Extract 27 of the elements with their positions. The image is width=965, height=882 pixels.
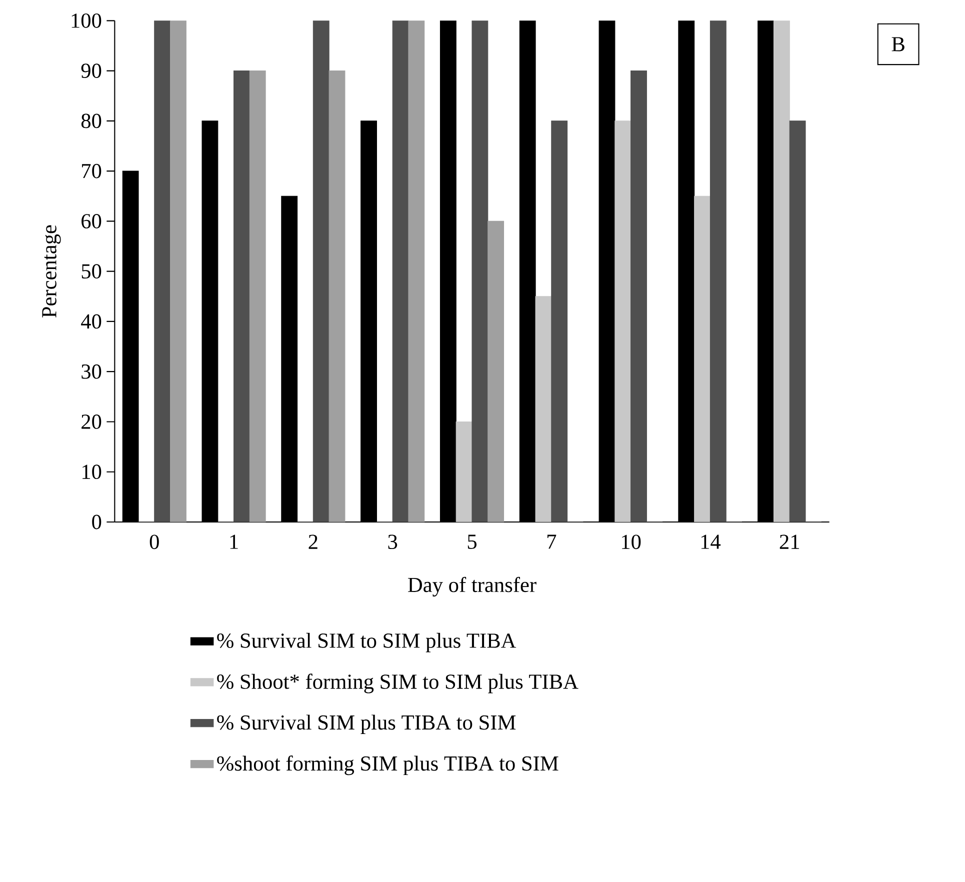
x-tick-label: 5 xyxy=(468,534,476,549)
legend-label: % Survival SIM plus TIBA to SIM xyxy=(217,714,516,734)
x-tick-label: 10 xyxy=(622,534,641,550)
y-tick-label: 60 xyxy=(82,214,102,228)
x-tick-label: 14 xyxy=(701,534,721,549)
y-tick-label: 80 xyxy=(81,114,102,128)
x-tick-label: 7 xyxy=(547,534,556,549)
y-tick-label: 90 xyxy=(81,64,102,78)
legend-label: % Survival SIM to SIM plus TIBA xyxy=(217,632,516,652)
x-tick-label: 0 xyxy=(150,534,159,550)
y-axis-title: Percentage xyxy=(42,225,61,318)
y-tick-label: 40 xyxy=(81,314,102,329)
y-tick-label: 100 xyxy=(72,13,102,28)
x-tick-label: 3 xyxy=(388,534,398,550)
x-axis-title: Day of transfer xyxy=(408,576,536,597)
y-tick-label: 30 xyxy=(82,364,102,379)
y-tick-label: 50 xyxy=(82,264,102,279)
y-tick-label: 20 xyxy=(82,414,102,429)
y-tick-label: 10 xyxy=(82,464,102,480)
text: B xyxy=(892,37,904,52)
legend-label: % Shoot* forming SIM to SIM plus TIBA xyxy=(217,674,578,694)
x-tick-label: 1 xyxy=(230,534,238,549)
x-tick-label: 2 xyxy=(308,534,318,549)
legend-label: %shoot forming SIM plus TIBA to SIM xyxy=(217,756,558,776)
y-tick-label: 70 xyxy=(82,164,102,178)
y-tick-label: 0 xyxy=(92,514,102,530)
x-tick-label: 21 xyxy=(780,534,800,549)
